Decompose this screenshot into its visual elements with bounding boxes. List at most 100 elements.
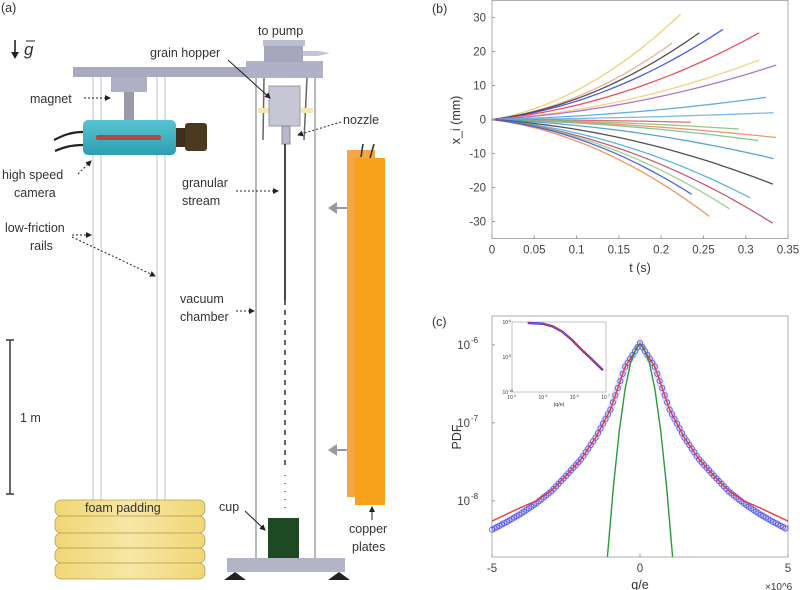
- camera-label-line1: high speed: [2, 168, 63, 182]
- grain-hopper: [268, 85, 301, 127]
- inset-series: [527, 321, 604, 371]
- panel-label-b: (b): [432, 2, 447, 16]
- data-point: [609, 399, 616, 406]
- data-point: [595, 429, 602, 437]
- plot-c-x-multiplier: ×10^6: [765, 582, 793, 590]
- data-point: [782, 525, 789, 532]
- y-tick-label: 10: [457, 340, 470, 352]
- data-point: [604, 411, 611, 418]
- inset-x-tick-exponent: 7: [608, 394, 610, 398]
- data-point: [671, 415, 678, 423]
- inset-y-tick-exponent: -10: [508, 389, 513, 393]
- panel-label-a: (a): [1, 1, 16, 15]
- x-tick-label: 0.3: [738, 245, 754, 257]
- data-point: [666, 406, 673, 413]
- x-tick-label: 5: [785, 563, 791, 575]
- inset-y-tick-exponent: -6: [508, 319, 511, 323]
- y-tick-label: -10: [469, 149, 486, 161]
- plot-b-ticks: 0 0.05 0.1 0.15 0.2 0.25 0.3 0.35 30 20 10 0 -10 -20 -…: [469, 13, 799, 257]
- camera-label-line2: camera: [14, 186, 56, 200]
- y-tick-label: 30: [473, 13, 486, 25]
- x-tick-label: 0: [637, 563, 643, 575]
- data-point: [659, 385, 666, 392]
- scale-bar: [6, 339, 14, 495]
- panel-a-diagram: (a) g: [1, 1, 387, 580]
- vacuum-chamber: [255, 76, 316, 558]
- data-point: [599, 420, 607, 427]
- x-tick-label: 0.35: [777, 245, 799, 257]
- scale-bar-label: 1 m: [20, 411, 41, 425]
- pump-cap: [263, 40, 305, 46]
- panel-label-c: (c): [432, 315, 447, 329]
- inset-y-tick-exponent: -8: [508, 354, 511, 358]
- y-tick-exponent: -6: [471, 336, 479, 345]
- pointer-arrow: [71, 236, 156, 277]
- data-point: [612, 392, 619, 399]
- trajectory-line-8: [491, 96, 767, 121]
- trajectory-line-16: [491, 118, 751, 199]
- field-arrow-icon: [328, 202, 347, 214]
- pointer-arrow: [297, 121, 342, 137]
- inset-x-tick-exponent: 4: [514, 394, 516, 398]
- gravity-indicator: g: [11, 40, 35, 59]
- plot-c-ylabel: PDF: [450, 424, 464, 449]
- inset-y-tick-label: 10: [502, 355, 508, 361]
- nozzle-label: nozzle: [343, 113, 379, 127]
- magnet-label: magnet: [30, 92, 72, 106]
- data-point: [602, 415, 609, 423]
- data-point: [614, 385, 621, 392]
- panel-b-chart: (b) 0 0.05 0.1 0.15 0.2 0.25 0.3 0.35 30 20 10 0 -10…: [432, 0, 799, 275]
- copper-label-line1: copper: [349, 522, 387, 536]
- x-tick-label: 0.05: [523, 245, 545, 257]
- inset-frame: [511, 321, 607, 393]
- inset-x-tick-label: 10: [570, 395, 576, 401]
- data-point: [597, 425, 604, 432]
- nozzle: [281, 125, 291, 145]
- data-point: [607, 406, 614, 413]
- gaussian-line-green: [606, 344, 674, 558]
- trajectory-line-6: [491, 59, 760, 121]
- foam-padding: [54, 499, 206, 580]
- inset-plot: 10 4 10 5 10 6 10 710 -610 -810 -10 |q/e|: [502, 319, 610, 408]
- data-point: [617, 377, 624, 385]
- y-tick-label: 20: [473, 47, 486, 59]
- pdf-series: [488, 336, 790, 558]
- data-point: [661, 392, 668, 399]
- trajectory-line-17: [491, 118, 774, 224]
- trajectory-line-2: [491, 42, 673, 121]
- y-tick-label: -20: [469, 183, 486, 195]
- fit-line-red: [491, 341, 789, 522]
- x-tick-label: 0.2: [653, 245, 669, 257]
- pump-hose: [303, 51, 330, 56]
- magnet-mount: [124, 92, 134, 120]
- pump-mount: [246, 61, 323, 78]
- camera-stripe: [96, 135, 161, 140]
- trajectory-line-4: [491, 28, 724, 121]
- to-pump-label: to pump: [258, 24, 303, 38]
- trajectory-line-15: [491, 118, 774, 185]
- pointer-arrow: [77, 160, 92, 175]
- copper-plate-front: [355, 158, 385, 505]
- x-tick-label: 0: [489, 245, 495, 257]
- plot-c-xlabel: q/e: [631, 578, 648, 590]
- inset-x-tick-label: 10: [601, 395, 607, 401]
- grain-hopper-label: grain hopper: [150, 46, 220, 60]
- base-feet: [224, 572, 350, 580]
- x-tick-label: -5: [487, 563, 497, 575]
- lens-mount: [176, 128, 186, 147]
- data-point: [651, 363, 658, 370]
- field-arrow-icon: [328, 444, 347, 456]
- trajectory-line-9: [491, 112, 774, 121]
- trajectory-line-19: [491, 118, 710, 217]
- inset-x-tick-exponent: 6: [577, 394, 579, 398]
- trajectory-line-7: [491, 64, 777, 121]
- foam-padding-label: foam padding: [85, 501, 161, 515]
- gravity-arrowhead-icon: [11, 52, 19, 59]
- camera-cables: [53, 130, 84, 153]
- y-tick-label: 10: [457, 418, 470, 430]
- plate-wires: [360, 143, 375, 159]
- trajectory-line-20: [491, 118, 692, 195]
- cup: [268, 518, 299, 558]
- data-point: [664, 399, 671, 406]
